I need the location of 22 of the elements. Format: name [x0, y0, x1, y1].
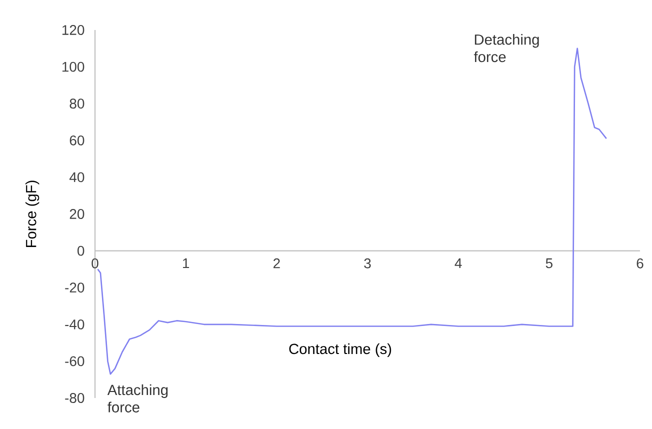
y-axis-title: Force (gF) — [25, 180, 40, 248]
annotation: Attaching force — [107, 384, 168, 412]
x-tick-label: 4 — [454, 258, 462, 268]
y-tick-label: -20 — [65, 282, 84, 293]
annotation: Detaching force — [474, 34, 539, 62]
y-tick-label: 60 — [70, 135, 84, 146]
y-tick-label: -60 — [65, 356, 84, 366]
x-tick-label: 1 — [183, 258, 190, 268]
x-tick-label: 0 — [92, 258, 98, 268]
x-axis-title: Contact time (s) — [289, 343, 392, 357]
y-tick-label: 100 — [62, 62, 84, 72]
y-tick-label: 40 — [69, 172, 84, 182]
y-tick-label: 20 — [70, 209, 84, 219]
x-tick-label: 5 — [546, 258, 552, 268]
y-tick-label: -80 — [65, 393, 84, 403]
y-tick-label: -40 — [65, 319, 84, 330]
y-tick-label: 0 — [77, 246, 84, 256]
x-tick-label: 2 — [273, 258, 280, 268]
y-tick-label: 120 — [62, 25, 84, 35]
x-tick-label: 3 — [364, 258, 371, 268]
y-tick-label: 80 — [70, 98, 84, 109]
x-tick-label: 6 — [636, 258, 644, 268]
